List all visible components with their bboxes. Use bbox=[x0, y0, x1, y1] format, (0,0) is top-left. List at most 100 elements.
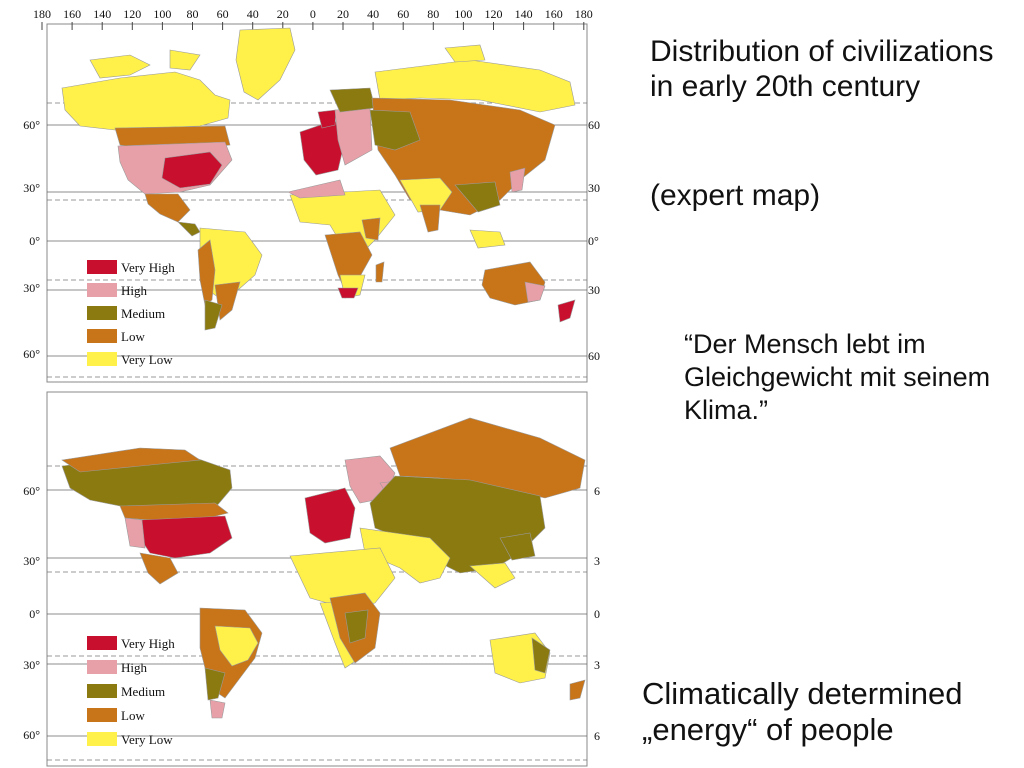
region-very-high bbox=[557, 299, 576, 323]
region-very-low bbox=[444, 44, 486, 63]
legend-swatch-high bbox=[87, 283, 117, 297]
latitude-labels-right: 60° 30° 0° 30° 60° bbox=[594, 484, 600, 743]
latitude-label: 60° bbox=[588, 349, 600, 363]
latitude-label: 60° bbox=[594, 484, 600, 498]
region-medium bbox=[531, 637, 551, 674]
region-very-low bbox=[61, 71, 231, 131]
legend-label: Low bbox=[121, 329, 145, 344]
map-top-svg: 180 160 140 120 100 80 60 40 20 0 20 40 60 80 100 120 14… bbox=[23, 7, 600, 383]
latitude-label: 30° bbox=[588, 181, 600, 195]
region-africa bbox=[289, 547, 396, 669]
longitude-label: 80 bbox=[187, 7, 199, 21]
legend-label: Very High bbox=[121, 260, 175, 275]
region-low bbox=[389, 417, 586, 499]
map-subtitle: (expert map) bbox=[650, 179, 821, 212]
latitude-labels-left: 60° 30° 0° 30° 60° bbox=[23, 484, 40, 742]
region-high bbox=[124, 517, 146, 549]
longitude-label: 0 bbox=[310, 7, 316, 21]
region-australia bbox=[489, 632, 586, 701]
latitude-label: 0° bbox=[29, 607, 40, 621]
region-very-low bbox=[214, 625, 259, 667]
region-low bbox=[197, 239, 216, 306]
legend-label: Medium bbox=[121, 684, 165, 699]
legend-label: High bbox=[121, 283, 148, 298]
longitude-label: 120 bbox=[123, 7, 141, 21]
longitude-label: 140 bbox=[515, 7, 533, 21]
legend-swatch-very-high bbox=[87, 260, 117, 274]
latitude-label: 0° bbox=[588, 234, 599, 248]
latitude-label: 0° bbox=[594, 607, 600, 621]
region-very-low bbox=[289, 547, 396, 609]
latitude-label: 30° bbox=[23, 658, 40, 672]
region-low bbox=[569, 679, 586, 701]
region-low bbox=[139, 552, 179, 585]
region-asia bbox=[359, 417, 586, 589]
legend-swatch-medium bbox=[87, 306, 117, 320]
latitude-label: 30° bbox=[23, 554, 40, 568]
region-medium bbox=[204, 299, 223, 331]
longitude-label: 80 bbox=[427, 7, 439, 21]
region-greenland bbox=[235, 27, 296, 101]
region-asia bbox=[369, 44, 576, 249]
region-south-america bbox=[199, 607, 263, 719]
region-medium bbox=[344, 609, 369, 644]
longitude-label: 180 bbox=[33, 7, 51, 21]
longitude-label: 160 bbox=[545, 7, 563, 21]
legend-swatch-very-low bbox=[87, 732, 117, 746]
latitude-label: 60° bbox=[23, 728, 40, 742]
legend-swatch-very-high bbox=[87, 636, 117, 650]
longitude-label: 20 bbox=[277, 7, 289, 21]
region-very-low bbox=[469, 562, 516, 589]
region-medium bbox=[369, 109, 421, 151]
legend-label: Medium bbox=[121, 306, 165, 321]
region-low bbox=[419, 204, 441, 233]
map-title: Distribution of civilizations in early 2… bbox=[650, 35, 994, 103]
latitude-labels-left: 60° 30° 0° 30° 60° bbox=[23, 118, 40, 361]
longitude-label: 100 bbox=[454, 7, 472, 21]
longitude-label: 160 bbox=[63, 7, 81, 21]
quote: “Der Mensch lebt im Gleichgewicht mit se… bbox=[684, 329, 991, 425]
longitude-label: 40 bbox=[247, 7, 259, 21]
region-high bbox=[524, 281, 546, 303]
region-very-high bbox=[304, 487, 356, 544]
longitude-label: 100 bbox=[153, 7, 171, 21]
longitude-label: 40 bbox=[367, 7, 379, 21]
longitude-label: 60 bbox=[397, 7, 409, 21]
region-africa bbox=[287, 179, 396, 299]
map-climatic-energy: Very High High Medium Low Very Low 60° 30° 0° 3… bbox=[0, 388, 600, 768]
region-high bbox=[287, 179, 346, 199]
region-very-high bbox=[161, 151, 223, 189]
region-low bbox=[61, 447, 201, 473]
region-medium bbox=[204, 667, 226, 701]
map-early-civilizations: 180 160 140 120 100 80 60 40 20 0 20 40 60 80 100 120 14… bbox=[0, 0, 600, 385]
longitude-label: 140 bbox=[93, 7, 111, 21]
region-very-low bbox=[399, 177, 453, 213]
legend-label: Low bbox=[121, 708, 145, 723]
region-very-low bbox=[89, 54, 151, 79]
region-medium bbox=[499, 532, 536, 561]
region-north-america bbox=[61, 447, 233, 585]
region-high bbox=[509, 167, 526, 193]
latitude-label: 60° bbox=[588, 118, 600, 132]
region-south-america bbox=[197, 227, 263, 331]
latitude-label: 30° bbox=[594, 658, 600, 672]
legend-label: Very High bbox=[121, 636, 175, 651]
region-australia bbox=[481, 261, 576, 323]
region-very-high bbox=[317, 109, 337, 129]
longitude-label: 60 bbox=[217, 7, 229, 21]
legend: Very High High Medium Low Very Low bbox=[87, 260, 175, 367]
legend-swatch-high bbox=[87, 660, 117, 674]
region-medium bbox=[454, 181, 501, 213]
region-low bbox=[361, 217, 381, 241]
map-bottom-svg: Very High High Medium Low Very Low 60° 30° 0° 3… bbox=[23, 391, 600, 767]
longitude-label: 120 bbox=[485, 7, 503, 21]
longitude-label: 180 bbox=[575, 7, 593, 21]
region-north-america bbox=[61, 49, 233, 237]
legend-swatch-low bbox=[87, 708, 117, 722]
legend-label: High bbox=[121, 660, 148, 675]
latitude-label: 60° bbox=[594, 729, 600, 743]
latitude-label: 0° bbox=[29, 234, 40, 248]
latitude-label: 30° bbox=[23, 181, 40, 195]
legend-swatch-medium bbox=[87, 684, 117, 698]
latitude-label: 60° bbox=[23, 347, 40, 361]
